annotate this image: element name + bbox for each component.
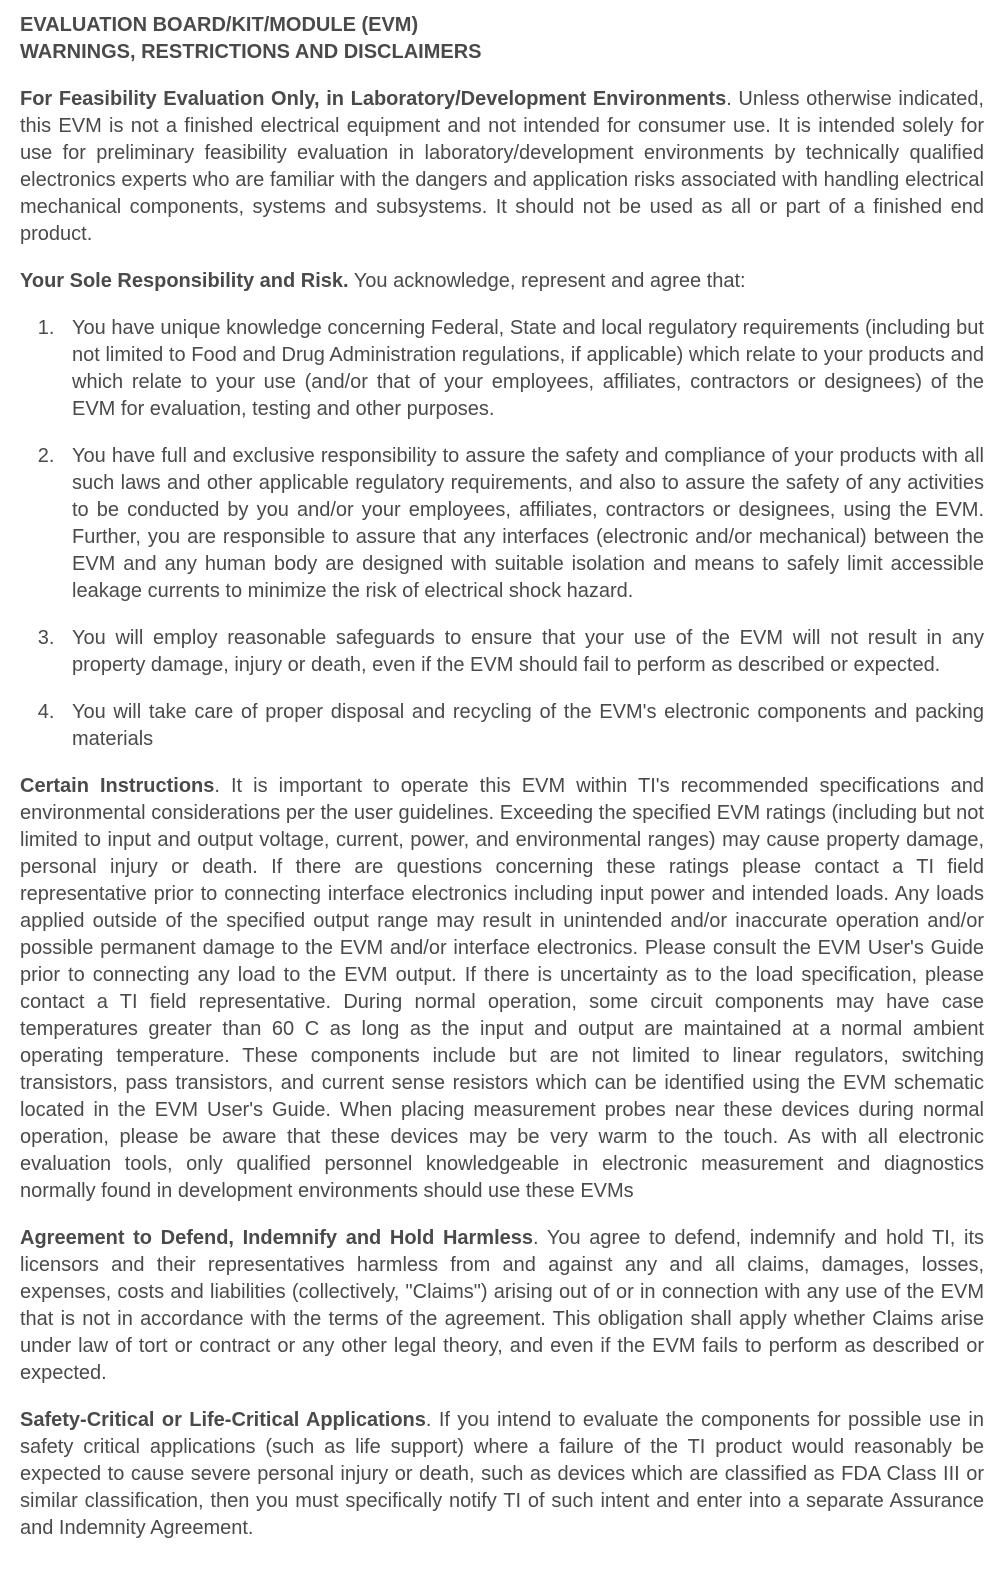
feasibility-section: For Feasibility Evaluation Only, in Labo…: [20, 86, 984, 248]
header-line-2: WARNINGS, RESTRICTIONS AND DISCLAIMERS: [20, 39, 984, 66]
list-item: You have unique knowledge concerning Fed…: [60, 315, 984, 423]
list-item: You have full and exclusive responsibili…: [60, 443, 984, 605]
feasibility-text: . Unless otherwise indicated, this EVM i…: [20, 88, 984, 245]
responsibility-list: You have unique knowledge concerning Fed…: [20, 315, 984, 753]
responsibility-section: Your Sole Responsibility and Risk. You a…: [20, 268, 984, 753]
list-item: You will employ reasonable safeguards to…: [60, 625, 984, 679]
instructions-bold: Certain Instructions: [20, 775, 214, 797]
responsibility-bold: Your Sole Responsibility and Risk.: [20, 270, 349, 292]
responsibility-text: You acknowledge, represent and agree tha…: [349, 270, 746, 292]
instructions-section: Certain Instructions. It is important to…: [20, 773, 984, 1205]
document-header: EVALUATION BOARD/KIT/MODULE (EVM) WARNIN…: [20, 12, 984, 66]
safety-section: Safety-Critical or Life-Critical Applica…: [20, 1407, 984, 1542]
list-item: You will take care of proper disposal an…: [60, 699, 984, 753]
instructions-text: . It is important to operate this EVM wi…: [20, 775, 984, 1202]
feasibility-bold: For Feasibility Evaluation Only, in Labo…: [20, 88, 726, 110]
agreement-text: . You agree to defend, indemnify and hol…: [20, 1227, 984, 1384]
safety-bold: Safety-Critical or Life-Critical Applica…: [20, 1409, 426, 1431]
agreement-bold: Agreement to Defend, Indemnify and Hold …: [20, 1227, 533, 1249]
agreement-section: Agreement to Defend, Indemnify and Hold …: [20, 1225, 984, 1387]
header-line-1: EVALUATION BOARD/KIT/MODULE (EVM): [20, 12, 984, 39]
